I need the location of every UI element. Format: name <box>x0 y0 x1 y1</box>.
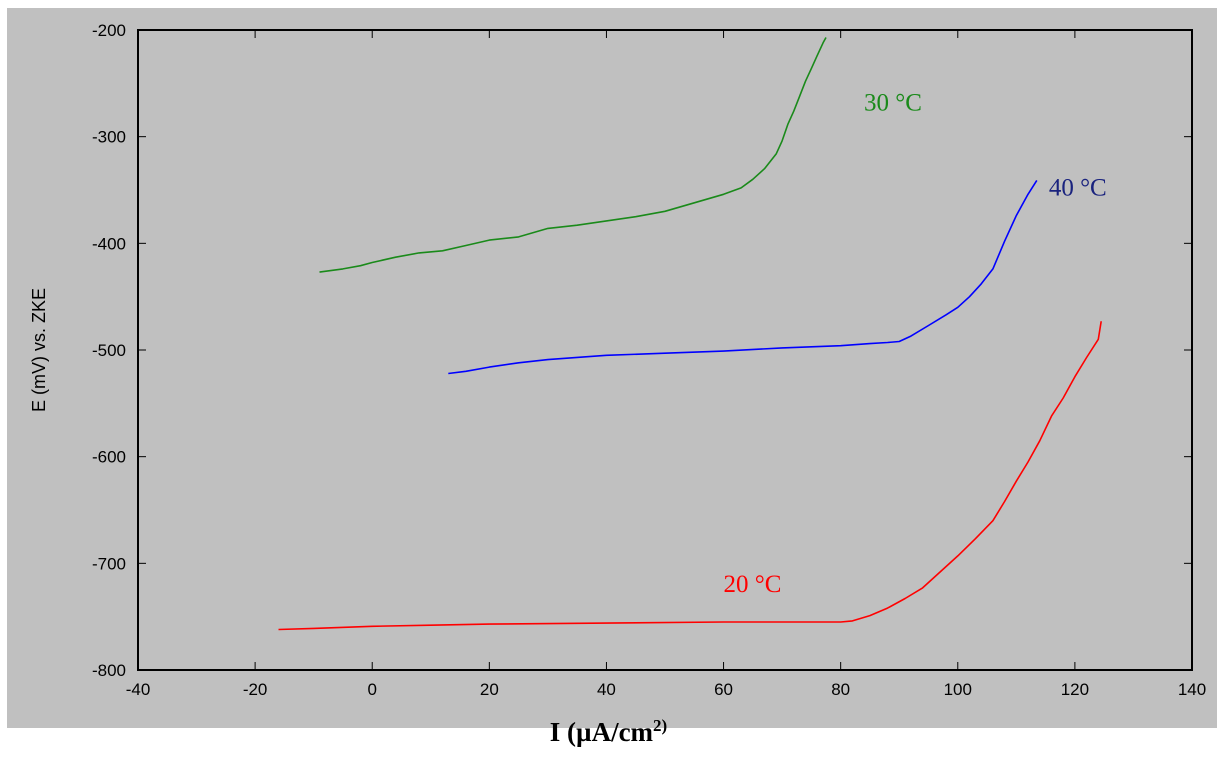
x-tick-label: 120 <box>1061 680 1089 699</box>
series-lines <box>278 37 1102 631</box>
series-line-2 <box>278 321 1102 631</box>
x-axis-label: I (µA/cm2) <box>0 716 1217 748</box>
axis-ticks: -40 -20 0 20 40 60 80 100 120 140-200-300-400-500… <box>92 21 1206 699</box>
x-tick-label: 100 <box>944 680 972 699</box>
x-tick-label: 60 <box>714 680 733 699</box>
y-tick-label: -500 <box>92 341 126 360</box>
y-tick-label: -700 <box>92 554 126 573</box>
x-tick-label: -20 <box>243 680 268 699</box>
y-tick-label: -200 <box>92 21 126 40</box>
x-tick-label: 80 <box>831 680 850 699</box>
x-tick-label: 0 <box>367 680 376 699</box>
series-labels: 30 °C 40 °C 20 °C <box>724 89 1107 598</box>
y-tick-label: -300 <box>92 128 126 147</box>
x-tick-label: 140 <box>1178 680 1206 699</box>
plot-area <box>137 29 1193 671</box>
x-tick-label: -40 <box>126 680 151 699</box>
y-tick-label: -400 <box>92 234 126 253</box>
y-tick-label: -800 <box>92 661 126 680</box>
y-tick-label: -600 <box>92 448 126 467</box>
x-axis-label-main: I (µA/cm <box>549 717 654 747</box>
y-axis-label: E (mV) vs. ZKE <box>29 288 49 412</box>
series-label-2: 20 °C <box>724 571 782 598</box>
series-label-1: 40 °C <box>1049 174 1107 201</box>
series-line-1 <box>448 179 1038 375</box>
series-line-0 <box>319 37 827 273</box>
x-tick-label: 40 <box>597 680 616 699</box>
series-label-0: 30 °C <box>864 89 922 116</box>
x-tick-label: 20 <box>480 680 499 699</box>
x-axis-label-superscript: 2) <box>653 716 668 735</box>
